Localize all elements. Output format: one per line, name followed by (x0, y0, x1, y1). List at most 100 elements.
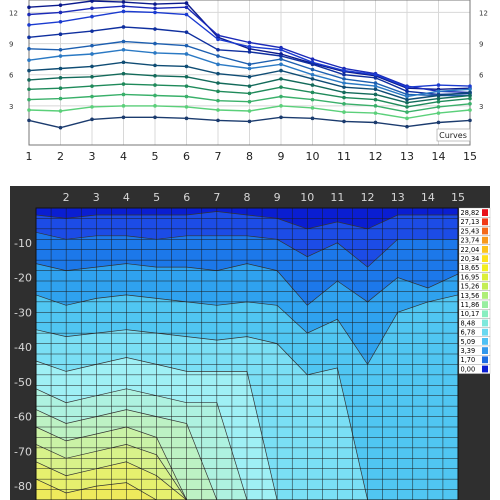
line-point (247, 91, 252, 96)
line-chart-ytick-right: 12 (479, 9, 488, 17)
colorbar-swatch (482, 227, 488, 235)
line-point (27, 35, 31, 40)
line-point (153, 63, 157, 68)
line-point (58, 86, 63, 91)
line-point (153, 115, 157, 120)
heatmap-ytick: -50 (14, 376, 32, 389)
heatmap-xtick: 8 (244, 191, 251, 204)
line-chart-xtick: 10 (306, 150, 320, 163)
colorbar-swatch (482, 273, 488, 281)
line-point (279, 54, 283, 58)
line-point (216, 71, 220, 76)
line-point (247, 40, 252, 45)
line-point (58, 76, 63, 80)
line-point (468, 118, 472, 123)
line-point (184, 94, 189, 99)
line-point (310, 57, 315, 61)
line-point (27, 108, 31, 112)
line-point (90, 84, 94, 88)
line-point (58, 96, 63, 101)
line-point (279, 48, 283, 52)
colorbar-label: 27,13 (461, 218, 480, 226)
line-point (27, 23, 31, 27)
line-point (310, 116, 315, 121)
line-point (216, 89, 220, 94)
line-point (342, 119, 346, 124)
heatmap-frame (35, 207, 459, 500)
line-point (27, 12, 31, 17)
line-point (247, 50, 252, 54)
line-chart-xtick: 7 (215, 150, 222, 163)
line-point (58, 3, 63, 7)
line-point (342, 77, 346, 81)
line-point (436, 96, 441, 101)
line-chart-xtick: 5 (152, 150, 159, 163)
heatmap-xtick: 6 (183, 191, 190, 204)
line-point (342, 101, 346, 106)
line-point (58, 54, 63, 58)
colorbar-swatch (482, 236, 488, 244)
line-point (436, 111, 441, 115)
line-point (58, 66, 63, 71)
heatmap-ytick: -80 (14, 480, 32, 493)
line-point (405, 110, 409, 114)
line-point (247, 74, 252, 79)
line-point (405, 105, 409, 109)
line-point (436, 83, 441, 87)
line-point (373, 104, 378, 108)
line-point (405, 100, 409, 105)
line-point (90, 64, 94, 69)
heatmap-xtick: 10 (300, 191, 314, 204)
line-point (121, 25, 126, 29)
heatmap-xtick: 9 (274, 191, 281, 204)
line-point (90, 6, 94, 11)
colorbar-swatch (482, 218, 488, 226)
legend-label: Curves (439, 131, 467, 140)
line-point (468, 93, 472, 98)
colorbar-swatch (482, 255, 488, 262)
line-chart-xtick: 3 (89, 150, 96, 163)
colorbar-swatch (482, 282, 488, 290)
line-point (405, 85, 409, 89)
line-point (216, 33, 220, 38)
line-point (90, 52, 94, 56)
line-point (436, 99, 441, 104)
colorbar-label: 20,34 (461, 255, 480, 263)
line-point (373, 87, 378, 92)
colorbar-swatch (482, 209, 488, 216)
heatmap-ytick: -20 (14, 272, 32, 285)
colorbar-label: 13,56 (461, 292, 480, 300)
line-point (216, 118, 220, 123)
colorbar-swatch (482, 292, 488, 299)
heatmap-xtick: 14 (421, 191, 435, 204)
line-point (90, 43, 94, 48)
line-point (90, 29, 94, 33)
line-chart-xtick: 6 (183, 150, 190, 163)
line-point (27, 46, 31, 51)
line-point (184, 84, 189, 88)
line-point (310, 97, 315, 102)
line-point (121, 115, 126, 120)
line-chart-ytick-right: 6 (479, 72, 484, 80)
heatmap-ytick: -60 (14, 411, 32, 424)
line-point (436, 93, 441, 98)
heatmap-ytick: -30 (14, 306, 32, 319)
line-point (342, 110, 346, 114)
heatmap-ytick: -40 (14, 341, 32, 354)
line-chart-ytick-right: 9 (479, 41, 483, 49)
line-point (58, 10, 63, 15)
line-point (90, 117, 94, 122)
line-point (27, 58, 31, 62)
line-point (405, 89, 409, 94)
line-point (436, 120, 441, 125)
colorbar-swatch (482, 310, 488, 318)
colorbar-swatch (482, 347, 488, 354)
line-point (310, 83, 315, 87)
heatmap-xtick: 12 (361, 191, 375, 204)
line-point (216, 48, 220, 52)
line-point (27, 118, 31, 123)
line-point (184, 64, 189, 69)
line-point (184, 5, 189, 10)
line-point (27, 87, 31, 92)
line-point (279, 62, 283, 67)
